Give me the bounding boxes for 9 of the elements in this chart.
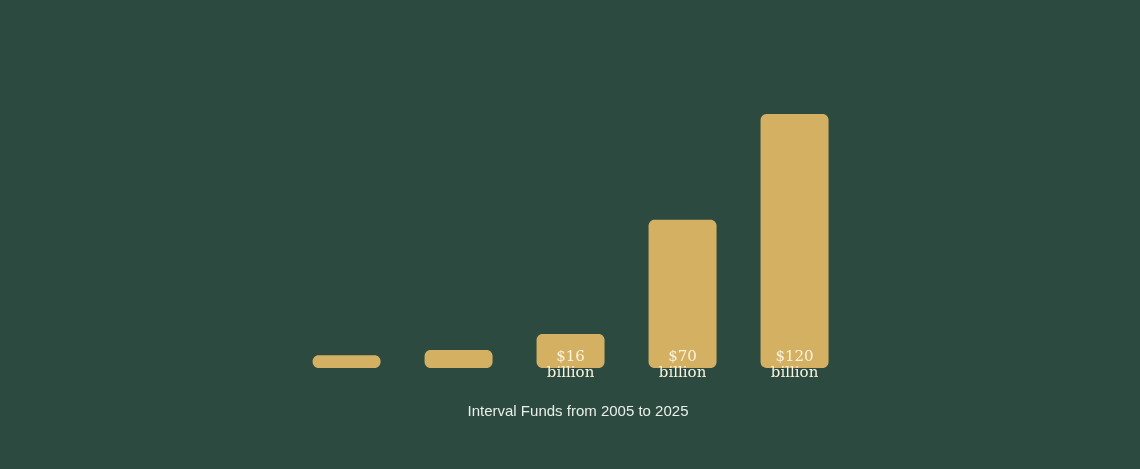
bar [536,334,605,368]
bar [648,219,717,368]
data-label: $120 billion [770,346,819,381]
bar [760,114,829,368]
text: Interval Funds from 2005 to 2025 [467,402,689,419]
data-label: $70 billion [658,346,707,381]
bar [424,349,493,368]
bar [312,355,381,368]
data-label: $16 billion [546,346,595,381]
